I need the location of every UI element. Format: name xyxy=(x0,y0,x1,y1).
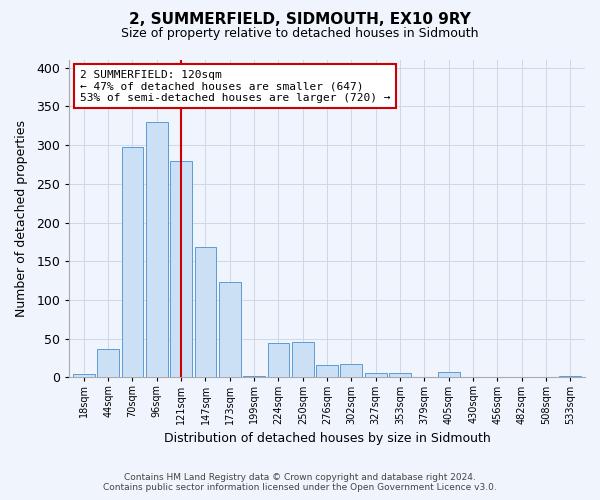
Bar xyxy=(146,122,168,378)
X-axis label: Distribution of detached houses by size in Sidmouth: Distribution of detached houses by size … xyxy=(164,432,490,445)
Bar xyxy=(73,374,95,378)
Bar xyxy=(559,376,581,378)
Text: Contains HM Land Registry data © Crown copyright and database right 2024.
Contai: Contains HM Land Registry data © Crown c… xyxy=(103,473,497,492)
Bar xyxy=(365,374,387,378)
Y-axis label: Number of detached properties: Number of detached properties xyxy=(15,120,28,317)
Text: 2 SUMMERFIELD: 120sqm
← 47% of detached houses are smaller (647)
53% of semi-det: 2 SUMMERFIELD: 120sqm ← 47% of detached … xyxy=(80,70,390,102)
Text: Size of property relative to detached houses in Sidmouth: Size of property relative to detached ho… xyxy=(121,28,479,40)
Bar xyxy=(122,148,143,378)
Text: 2, SUMMERFIELD, SIDMOUTH, EX10 9RY: 2, SUMMERFIELD, SIDMOUTH, EX10 9RY xyxy=(129,12,471,28)
Bar xyxy=(292,342,314,378)
Bar xyxy=(97,348,119,378)
Bar xyxy=(438,372,460,378)
Bar xyxy=(219,282,241,378)
Bar xyxy=(340,364,362,378)
Bar xyxy=(268,344,289,378)
Bar xyxy=(194,246,217,378)
Bar xyxy=(511,376,533,378)
Bar xyxy=(170,162,192,378)
Bar xyxy=(316,365,338,378)
Bar xyxy=(243,376,265,378)
Bar xyxy=(389,372,411,378)
